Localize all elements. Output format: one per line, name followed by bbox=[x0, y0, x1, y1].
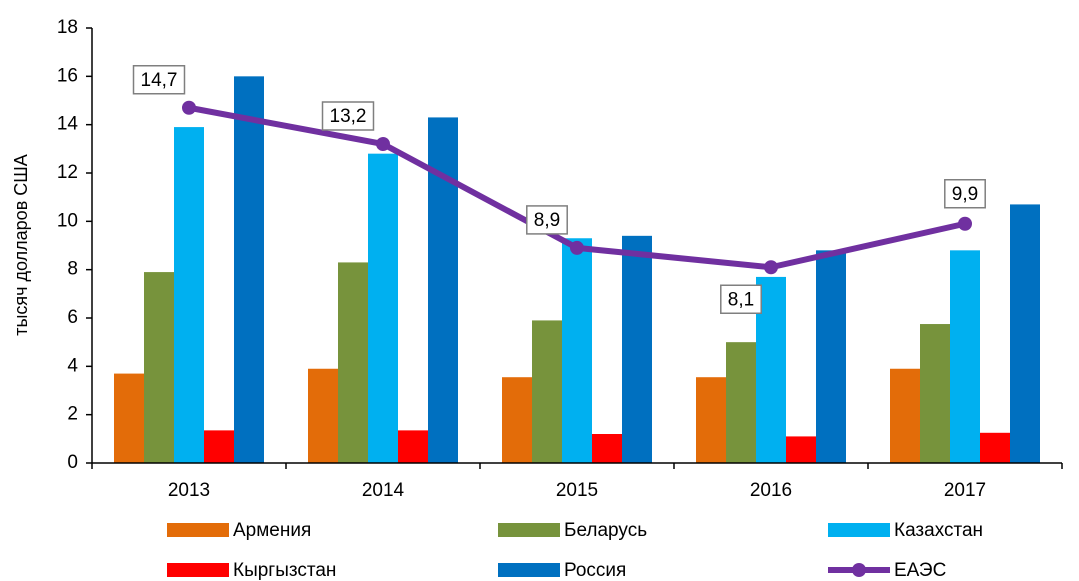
bar bbox=[368, 153, 398, 463]
y-tick-label: 6 bbox=[67, 307, 78, 328]
line-marker bbox=[376, 137, 390, 151]
legend-swatch bbox=[498, 563, 560, 577]
bar bbox=[890, 368, 920, 463]
bar bbox=[114, 373, 144, 463]
legend-label: Беларусь bbox=[564, 520, 647, 541]
y-tick-label: 12 bbox=[57, 162, 78, 183]
bar bbox=[696, 377, 726, 463]
legend-label: ЕАЭС bbox=[894, 560, 946, 581]
y-tick-label: 8 bbox=[67, 259, 78, 280]
legend-label: Казахстан bbox=[894, 520, 983, 541]
bar bbox=[532, 320, 562, 463]
legend-label: Кыргызстан bbox=[233, 560, 336, 581]
legend-swatch bbox=[167, 563, 229, 577]
data-label: 14,7 bbox=[141, 70, 178, 91]
bar bbox=[816, 250, 846, 463]
data-label: 9,9 bbox=[952, 184, 978, 205]
line-marker bbox=[958, 216, 972, 231]
bar bbox=[174, 127, 204, 463]
bar bbox=[398, 430, 428, 463]
bar bbox=[234, 76, 264, 463]
legend-marker bbox=[852, 563, 866, 577]
bar bbox=[144, 272, 174, 463]
legend-swatch bbox=[167, 523, 229, 537]
y-tick-label: 18 bbox=[57, 17, 78, 38]
data-label-box bbox=[944, 179, 986, 209]
x-tick-label: 2013 bbox=[168, 480, 210, 501]
bar bbox=[308, 368, 338, 463]
data-label-box bbox=[526, 205, 568, 235]
x-tick-label: 2017 bbox=[944, 480, 986, 501]
legend-swatch bbox=[828, 523, 890, 537]
bar bbox=[726, 342, 756, 463]
bar bbox=[592, 434, 622, 463]
line-marker bbox=[570, 240, 584, 255]
bar bbox=[950, 250, 980, 463]
y-tick-label: 14 bbox=[57, 114, 79, 135]
x-tick-label: 2014 bbox=[362, 480, 405, 501]
bar bbox=[338, 262, 368, 463]
bar bbox=[502, 377, 532, 463]
data-label: 8,1 bbox=[728, 289, 754, 310]
bar bbox=[920, 324, 950, 463]
data-label-box bbox=[321, 101, 375, 131]
legend-swatch bbox=[498, 523, 560, 537]
bar bbox=[1010, 204, 1040, 463]
legend-label: Россия bbox=[564, 560, 626, 581]
y-tick-label: 10 bbox=[57, 210, 78, 231]
y-axis-label: тысяч долларов США bbox=[11, 154, 31, 336]
bar bbox=[980, 432, 1010, 463]
y-tick-label: 16 bbox=[57, 65, 78, 86]
x-tick-label: 2016 bbox=[750, 480, 792, 501]
legend-label: Армения bbox=[233, 520, 311, 541]
y-tick-label: 4 bbox=[67, 355, 78, 376]
y-tick-label: 0 bbox=[67, 452, 78, 473]
data-label: 13,2 bbox=[330, 106, 367, 127]
bar bbox=[622, 235, 652, 463]
bar bbox=[562, 238, 592, 463]
line-marker bbox=[764, 260, 778, 275]
line-marker bbox=[182, 100, 196, 115]
data-label-box bbox=[132, 65, 186, 95]
data-label-box bbox=[720, 284, 762, 314]
x-tick-label: 2015 bbox=[556, 480, 598, 501]
bar bbox=[786, 436, 816, 463]
bar bbox=[204, 430, 234, 463]
y-tick-label: 2 bbox=[67, 404, 78, 425]
data-label: 8,9 bbox=[534, 210, 560, 231]
